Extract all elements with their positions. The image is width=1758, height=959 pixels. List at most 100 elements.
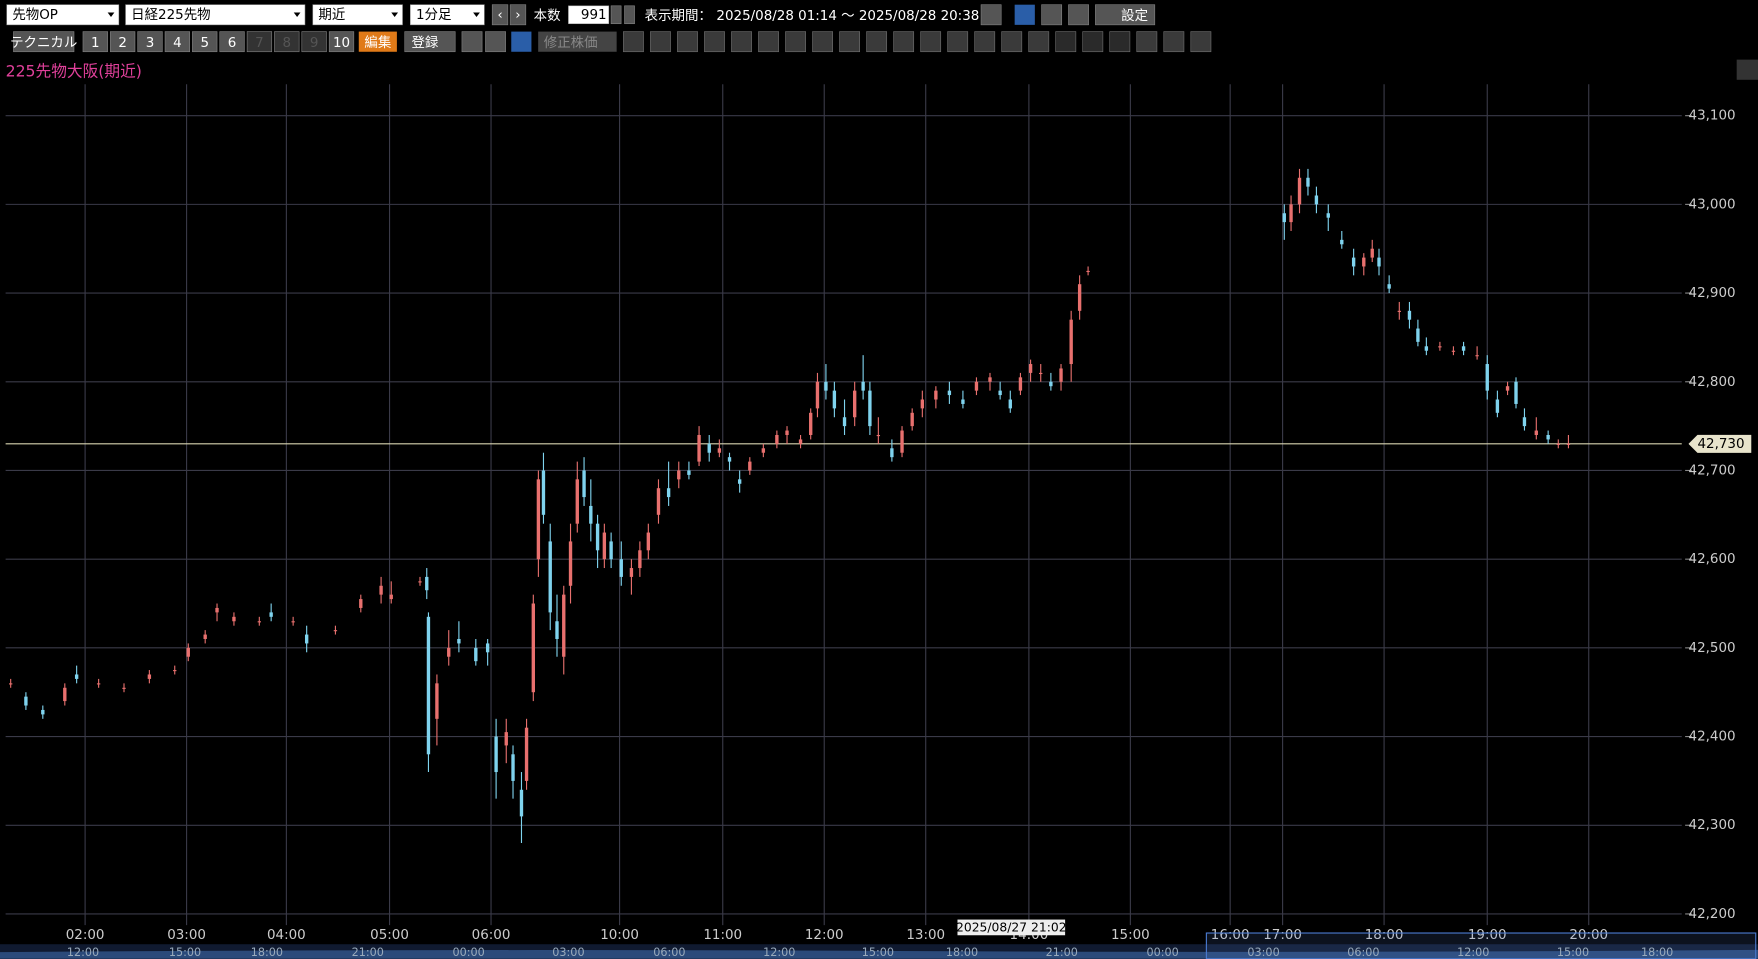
drawing-tool[interactable] [1163,31,1185,53]
count-input[interactable] [568,5,610,25]
spin-down[interactable] [610,5,622,25]
preset-button[interactable] [274,31,300,53]
undo-button[interactable] [980,4,1002,26]
drawing-tool[interactable] [677,31,698,53]
candle-body [173,670,177,672]
caret [293,12,301,18]
preset-button[interactable] [219,31,245,53]
navigator-label: 15:00 [1557,946,1589,959]
candle-body [602,532,607,560]
drawing-tool[interactable] [1028,31,1050,53]
x-tick-label: 10:00 [600,928,639,943]
preset-button[interactable] [82,31,108,53]
drawing-tool[interactable] [920,31,942,53]
x-tick-label: 15:00 [1111,928,1150,943]
symbol-select[interactable] [125,4,306,26]
register-button[interactable] [404,31,456,53]
candle-body [359,599,363,608]
candle-body [947,390,952,396]
candle-body [1485,364,1489,391]
zoom-out[interactable] [485,31,506,53]
candle-body [474,647,478,662]
preset-button[interactable] [328,31,355,53]
crosshair[interactable] [511,31,532,52]
candle-body [677,470,681,480]
drawing-tool[interactable] [650,31,671,53]
candle-body [595,523,600,551]
candle-body [638,550,642,569]
chart-button[interactable] [1014,4,1035,25]
navigator-label: 15:00 [862,946,894,959]
drawing-tool[interactable] [1001,31,1023,53]
candle-body [291,621,295,623]
candle-body [1077,284,1082,311]
preset-label: 6 [228,36,237,51]
market-select[interactable] [6,4,120,26]
candle-body [1495,399,1500,413]
drawing-tool[interactable] [731,31,752,53]
candle-body [785,430,789,435]
drawing-tool[interactable] [785,31,806,53]
chart-title: 225先物大阪(期近) [6,61,142,80]
drawing-tool[interactable] [812,31,833,53]
collapse-button[interactable] [1736,59,1758,80]
count: 991 [581,8,607,23]
navigator-label: 12:00 [763,946,795,959]
drawing-tool[interactable] [1136,31,1158,53]
drawing-tool[interactable] [758,31,779,53]
edit-button[interactable] [358,31,397,52]
candle-body [824,381,828,391]
candle-body [1566,443,1571,445]
drawing-tool[interactable] [623,31,644,53]
drawing-tool[interactable] [839,31,860,53]
spin-up[interactable] [624,5,635,25]
x-tick-label: 18:00 [1365,928,1404,943]
candle-body [426,616,431,755]
prev-button[interactable] [491,4,509,26]
preset-button[interactable] [137,31,163,53]
navigator-label: 06:00 [1347,946,1379,959]
prev: ‹ [497,8,502,23]
preset-button[interactable] [164,31,190,53]
drawing-tool[interactable] [704,31,725,53]
technical-button[interactable] [13,31,75,53]
drawing-tool[interactable] [1055,31,1077,53]
export-button[interactable] [1068,4,1089,26]
preset-label: 3 [146,36,155,51]
navigator-label: 18:00 [1641,946,1673,959]
drawing-tool[interactable] [1190,31,1212,53]
preset-button[interactable] [301,31,327,53]
next-button[interactable] [509,4,527,26]
candle-body [568,541,573,586]
drawing-tool[interactable] [974,31,996,53]
drawing-tool[interactable] [1109,31,1131,53]
candle-body [646,532,651,551]
x-tick-label: 02:00 [66,928,105,943]
print-button[interactable] [1041,4,1063,26]
preset-button[interactable] [192,31,218,53]
candle-body [555,621,559,639]
navigator-label: 00:00 [453,946,485,959]
drawing-tool[interactable] [947,31,969,53]
drawing-tool[interactable] [893,31,915,53]
x-tick-label: 11:00 [703,928,742,943]
drawing-tool[interactable] [866,31,888,53]
candle-body [485,643,490,653]
settings-button[interactable] [1095,4,1156,26]
y-tick-label: 42,600 [1689,552,1736,567]
drawing-tool[interactable] [1082,31,1104,53]
preset-button[interactable] [246,31,273,53]
candle-body [852,390,857,418]
candle-body [1556,443,1560,445]
x-tick-label: 19:00 [1468,928,1507,943]
candle-body [457,638,461,644]
interval-select[interactable] [410,4,485,26]
contract-select[interactable] [312,4,403,26]
zoom-in[interactable] [461,31,483,53]
candle-body [910,412,914,427]
preset-button[interactable] [110,31,136,53]
candle-body [861,381,865,391]
caret [473,12,480,18]
adjusted-select[interactable] [538,31,617,52]
